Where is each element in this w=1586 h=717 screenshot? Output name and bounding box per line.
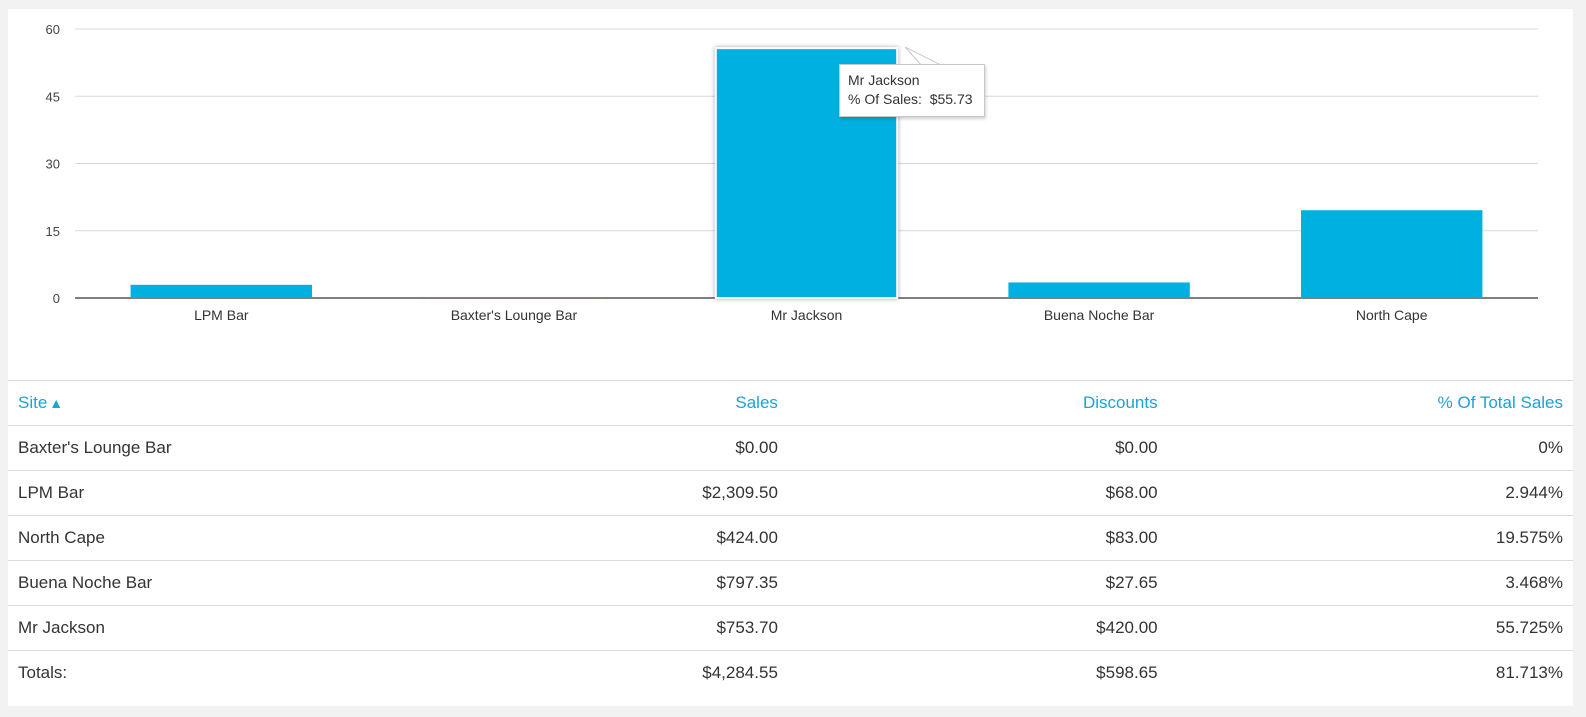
cell-sales: $0.00 [397, 425, 788, 471]
x-category-label: Buena Noche Bar [1044, 307, 1155, 323]
bar-north-cape[interactable] [1300, 210, 1483, 298]
cell-pct: 19.575% [1167, 515, 1573, 561]
report-panel: 0 15 30 45 60 LPM Bar Baxter's Lounge Bar Mr J… [8, 9, 1573, 706]
chart-bars [130, 47, 1483, 300]
totals-label: Totals: [8, 650, 398, 695]
cell-discounts: $27.65 [787, 560, 1168, 606]
tooltip-value-line: % Of Sales: $55.73 [848, 90, 976, 109]
tooltip-value: $55.73 [929, 91, 973, 107]
y-axis-ticks: 0 15 30 45 60 [46, 22, 60, 306]
cell-pct: 2.944% [1167, 470, 1573, 516]
table-row: LPM Bar $2,309.50 $68.00 2.944% [8, 470, 1573, 516]
cell-pct: 0% [1167, 425, 1573, 471]
bar-baxter-s-lounge-bar[interactable] [423, 297, 605, 298]
y-tick-label: 60 [46, 22, 60, 37]
bar-buena-noche-bar[interactable] [1008, 282, 1190, 298]
table-row: Buena Noche Bar $797.35 $27.65 3.468% [8, 560, 1573, 606]
table-row: Mr Jackson $753.70 $420.00 55.725% [8, 605, 1573, 651]
totals-row: Totals: $4,284.55 $598.65 81.713% [8, 650, 1573, 695]
cell-site: Mr Jackson [8, 605, 398, 651]
x-category-label: North Cape [1356, 307, 1428, 323]
totals-discounts: $598.65 [787, 650, 1168, 695]
x-category-label: Baxter's Lounge Bar [451, 307, 578, 323]
column-header-discounts[interactable]: Discounts [787, 380, 1168, 426]
cell-site: North Cape [8, 515, 398, 561]
cell-sales: $424.00 [397, 515, 788, 561]
table-row: North Cape $424.00 $83.00 19.575% [8, 515, 1573, 561]
cell-site: Baxter's Lounge Bar [8, 425, 398, 471]
cell-discounts: $68.00 [787, 470, 1168, 516]
table-header-row: Site ▲ Sales Discounts % Of Total Sales [8, 380, 1573, 426]
bar-lpm-bar[interactable] [130, 284, 313, 298]
y-tick-label: 15 [46, 224, 60, 239]
x-category-label: LPM Bar [194, 307, 249, 323]
cell-pct: 3.468% [1167, 560, 1573, 606]
column-header-site[interactable]: Site ▲ [8, 380, 398, 426]
tooltip-pointer [905, 47, 945, 67]
column-header-site-label: Site [18, 393, 48, 412]
y-tick-label: 0 [53, 291, 60, 306]
tooltip-label: % Of Sales: [848, 91, 922, 107]
column-header-pct-total-sales[interactable]: % Of Total Sales [1167, 380, 1573, 426]
cell-discounts: $0.00 [787, 425, 1168, 471]
cell-discounts: $420.00 [787, 605, 1168, 651]
tooltip-title: Mr Jackson [848, 72, 920, 88]
y-tick-label: 30 [46, 157, 60, 172]
cell-pct: 55.725% [1167, 605, 1573, 651]
table-row: Baxter's Lounge Bar $0.00 $0.00 0% [8, 425, 1573, 471]
x-category-label: Mr Jackson [771, 307, 843, 323]
cell-sales: $2,309.50 [397, 470, 788, 516]
sort-ascending-icon: ▲ [49, 395, 64, 411]
totals-sales: $4,284.55 [397, 650, 788, 695]
y-tick-label: 45 [46, 89, 60, 104]
x-axis-labels: LPM Bar Baxter's Lounge Bar Mr Jackson Buen… [194, 307, 1428, 323]
sales-table: Site ▲ Sales Discounts % Of Total Sales B… [8, 380, 1573, 695]
cell-sales: $797.35 [397, 560, 788, 606]
chart-tooltip: Mr Jackson % Of Sales: $55.73 [839, 64, 985, 117]
cell-site: LPM Bar [8, 470, 398, 516]
cell-discounts: $83.00 [787, 515, 1168, 561]
totals-pct: 81.713% [1167, 650, 1573, 695]
column-header-sales[interactable]: Sales [397, 380, 788, 426]
cell-sales: $753.70 [397, 605, 788, 651]
cell-site: Buena Noche Bar [8, 560, 398, 606]
bar-chart: 0 15 30 45 60 LPM Bar Baxter's Lounge Bar Mr J… [46, 22, 1538, 323]
